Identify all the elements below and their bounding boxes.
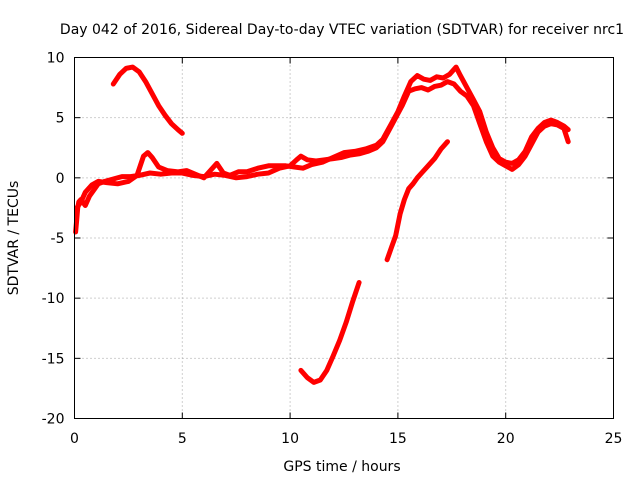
- series-line-4: [298, 280, 362, 385]
- series-line-3: [110, 64, 185, 136]
- x-axis-label: GPS time / hours: [283, 459, 400, 475]
- y-tick-label: -10: [42, 291, 65, 307]
- x-tick-labels: 0 5 10 15 20 25: [70, 431, 622, 447]
- x-tick-label: 10: [281, 431, 299, 447]
- y-tick-label: 0: [56, 171, 65, 187]
- gridlines: [74, 57, 614, 419]
- y-tick-label: -5: [51, 231, 65, 247]
- y-tick-label: 5: [56, 111, 65, 127]
- tick-marks: [74, 57, 614, 419]
- y-tick-label: 10: [47, 51, 65, 67]
- x-tick-label: 15: [389, 431, 407, 447]
- chart-title: Day 042 of 2016, Sidereal Day-to-day VTE…: [60, 22, 624, 38]
- y-tick-label: -20: [42, 412, 65, 428]
- series-line-2: [74, 64, 571, 211]
- x-tick-label: 0: [70, 431, 79, 447]
- series-line-5: [384, 139, 450, 263]
- y-axis-label: SDTVAR / TECUs: [6, 181, 22, 296]
- series-layer: [73, 64, 571, 385]
- x-tick-label: 20: [497, 431, 515, 447]
- y-tick-label: -15: [42, 351, 65, 367]
- x-tick-label: 5: [178, 431, 187, 447]
- y-tick-labels: -20 -15 -10 -5 0 5 10: [42, 51, 65, 428]
- series-line-1: [73, 79, 571, 235]
- x-tick-label: 25: [605, 431, 623, 447]
